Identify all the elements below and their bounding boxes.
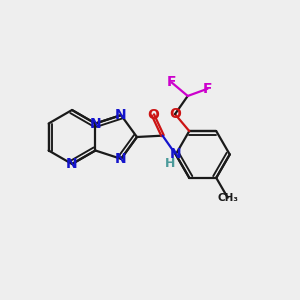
- Text: N: N: [66, 157, 78, 171]
- Text: F: F: [203, 82, 212, 96]
- Text: O: O: [169, 107, 181, 121]
- Text: O: O: [147, 108, 159, 122]
- Text: N: N: [115, 152, 127, 166]
- Text: N: N: [115, 108, 127, 122]
- Text: N: N: [90, 116, 101, 130]
- Text: N: N: [170, 147, 182, 161]
- Text: F: F: [167, 75, 176, 89]
- Text: H: H: [165, 157, 175, 170]
- Text: CH₃: CH₃: [217, 193, 238, 203]
